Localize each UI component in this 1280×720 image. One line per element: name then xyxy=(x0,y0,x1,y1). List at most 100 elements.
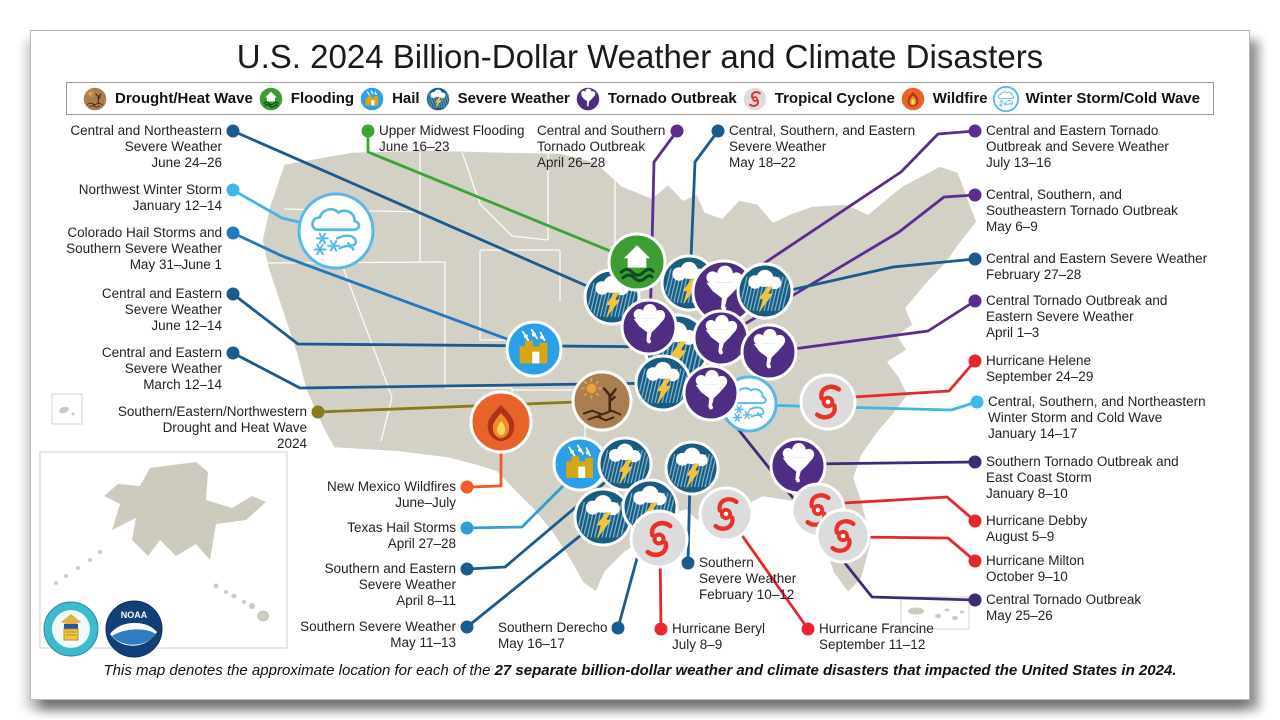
cyclone-icon xyxy=(741,85,768,112)
event-dot-southern-derecho-may16 xyxy=(611,621,625,635)
severe-icon xyxy=(573,487,633,547)
tornado-icon xyxy=(574,85,601,112)
event-dot-central-southern-northeastern-winter-jan14 xyxy=(970,395,984,409)
cyclone-icon xyxy=(698,486,754,542)
event-dot-central-southern-southeastern-tornado-may6 xyxy=(968,188,982,202)
legend-cyclone-icon xyxy=(741,85,768,112)
legend-wildfire-icon xyxy=(899,85,926,112)
event-dot-central-eastern-severe-jun12 xyxy=(226,287,240,301)
event-dot-central-southern-eastern-severe-may18 xyxy=(711,124,725,138)
flood-icon xyxy=(607,232,667,292)
legend-item-flood: Flooding xyxy=(256,84,354,114)
legend-label: Drought/Heat Wave xyxy=(115,90,253,107)
hawaii-islands xyxy=(213,583,269,622)
leader-line-southern-tornado-east-coast-storm-jan8 xyxy=(806,460,977,466)
leader-line-central-southern-eastern-severe-may18 xyxy=(688,129,720,285)
leader-line-upper-midwest-flooding-jun16 xyxy=(366,129,639,264)
event-dot-colorado-hail-southern-severe-may31 xyxy=(226,226,240,240)
legend-item-hail: Hail xyxy=(357,84,420,114)
event-dot-northwest-winter-storm-jan12 xyxy=(226,183,240,197)
event-dot-hurricane-helene-sep24 xyxy=(968,354,982,368)
territory-inset-left xyxy=(51,393,83,425)
tornado-icon xyxy=(692,309,750,367)
puerto-rico-inset xyxy=(900,596,970,630)
leader-line-central-eastern-tornado-severe-jul13 xyxy=(731,129,977,286)
drought-icon xyxy=(81,85,109,112)
event-dot-southern-tornado-east-coast-storm-jan8 xyxy=(968,455,982,469)
wildfire-icon xyxy=(899,85,926,112)
leader-line-central-tornado-outbreak-may25 xyxy=(712,397,977,602)
legend-drought-icon xyxy=(81,85,109,112)
legend-hail-icon xyxy=(358,85,386,112)
event-dot-central-northeastern-severe-jun24 xyxy=(226,124,240,138)
leader-line-hurricane-milton-oct9 xyxy=(848,535,977,563)
event-dot-central-eastern-tornado-severe-jul13 xyxy=(968,124,982,138)
leader-line-hurricane-helene-sep24 xyxy=(836,359,977,400)
legend-label: Tornado Outbreak xyxy=(607,90,737,107)
legend-label: Tropical Cyclone xyxy=(774,90,895,107)
event-dot-drought-heat-wave-2024 xyxy=(311,405,325,419)
noaa-logo-text: NOAA xyxy=(121,610,148,620)
leader-line-drought-heat-wave-2024 xyxy=(316,399,604,414)
legend-label: Hail xyxy=(392,90,420,107)
tornado-icon xyxy=(682,364,740,422)
event-dot-central-eastern-severe-feb27 xyxy=(968,252,982,266)
event-dot-hurricane-debby-aug5 xyxy=(968,514,982,528)
leader-line-colorado-hail-southern-severe-may31 xyxy=(231,231,536,351)
winter-icon xyxy=(992,85,1019,112)
legend-flood-icon xyxy=(257,85,284,112)
winter-icon xyxy=(297,192,375,270)
leader-line-central-southern-southeastern-tornado-may6 xyxy=(726,193,977,336)
leader-line-central-eastern-severe-mar12 xyxy=(231,351,665,390)
leader-line-hurricane-francine-sep11 xyxy=(732,522,810,631)
severe-icon xyxy=(664,440,720,496)
event-dot-hurricane-beryl-jul8 xyxy=(654,622,668,636)
event-dot-southern-eastern-severe-apr8 xyxy=(460,562,474,576)
severe-icon xyxy=(634,354,692,412)
legend-label: Flooding xyxy=(290,90,355,107)
legend-item-wildfire: Wildfire xyxy=(898,84,988,114)
leader-line-central-eastern-severe-feb27 xyxy=(771,257,977,296)
severe-icon xyxy=(597,436,653,492)
doc-seal-logo xyxy=(43,601,99,657)
aleutian-islands xyxy=(54,550,102,585)
leader-line-southern-severe-may11 xyxy=(465,517,603,629)
footer-text: This map denotes the approximate locatio… xyxy=(103,662,495,679)
noaa-logo: NOAA xyxy=(105,600,163,658)
leader-line-central-northeastern-severe-jun24 xyxy=(231,129,614,299)
footer-bold-text: 27 separate billion-dollar weather and c… xyxy=(494,662,1177,679)
event-dot-hurricane-francine-sep11 xyxy=(801,622,815,636)
legend-tornado-icon xyxy=(574,85,601,112)
legend-severe-icon xyxy=(424,85,451,112)
footer-note: This map denotes the approximate locatio… xyxy=(0,662,1280,679)
event-dot-central-tornado-outbreak-may25 xyxy=(968,593,982,607)
drought-icon xyxy=(571,370,633,432)
event-dot-central-tornado-eastern-severe-apr1 xyxy=(968,294,982,308)
event-dot-southern-severe-feb10 xyxy=(681,556,695,570)
legend-bar: Drought/Heat Wave Flooding Hail Severe W… xyxy=(66,82,1214,115)
legend-item-drought: Drought/Heat Wave xyxy=(80,84,253,114)
cyclone-icon xyxy=(629,509,689,569)
legend-label: Winter Storm/Cold Wave xyxy=(1025,90,1200,107)
severe-icon xyxy=(736,262,794,320)
event-dot-hurricane-milton-oct9 xyxy=(968,554,982,568)
flood-icon xyxy=(257,85,284,112)
event-dot-southern-severe-may11 xyxy=(460,620,474,634)
tornado-icon xyxy=(620,298,678,356)
wildfire-icon xyxy=(469,390,533,454)
tornado-icon xyxy=(740,323,798,381)
legend-item-winter: Winter Storm/Cold Wave xyxy=(991,84,1200,114)
leader-line-hurricane-debby-aug5 xyxy=(825,495,977,523)
tornado-icon xyxy=(691,259,757,325)
severe-icon xyxy=(424,85,451,112)
event-dot-upper-midwest-flooding-jun16 xyxy=(361,124,375,138)
legend-item-tornado: Tornado Outbreak xyxy=(573,84,737,114)
legend-winter-icon xyxy=(992,85,1019,112)
legend-label: Wildfire xyxy=(932,90,988,107)
event-dot-central-eastern-severe-mar12 xyxy=(226,346,240,360)
leader-line-new-mexico-wildfires-jun xyxy=(465,446,503,489)
alaska-shape xyxy=(104,462,266,560)
event-dot-central-southern-tornado-apr26 xyxy=(670,124,684,138)
